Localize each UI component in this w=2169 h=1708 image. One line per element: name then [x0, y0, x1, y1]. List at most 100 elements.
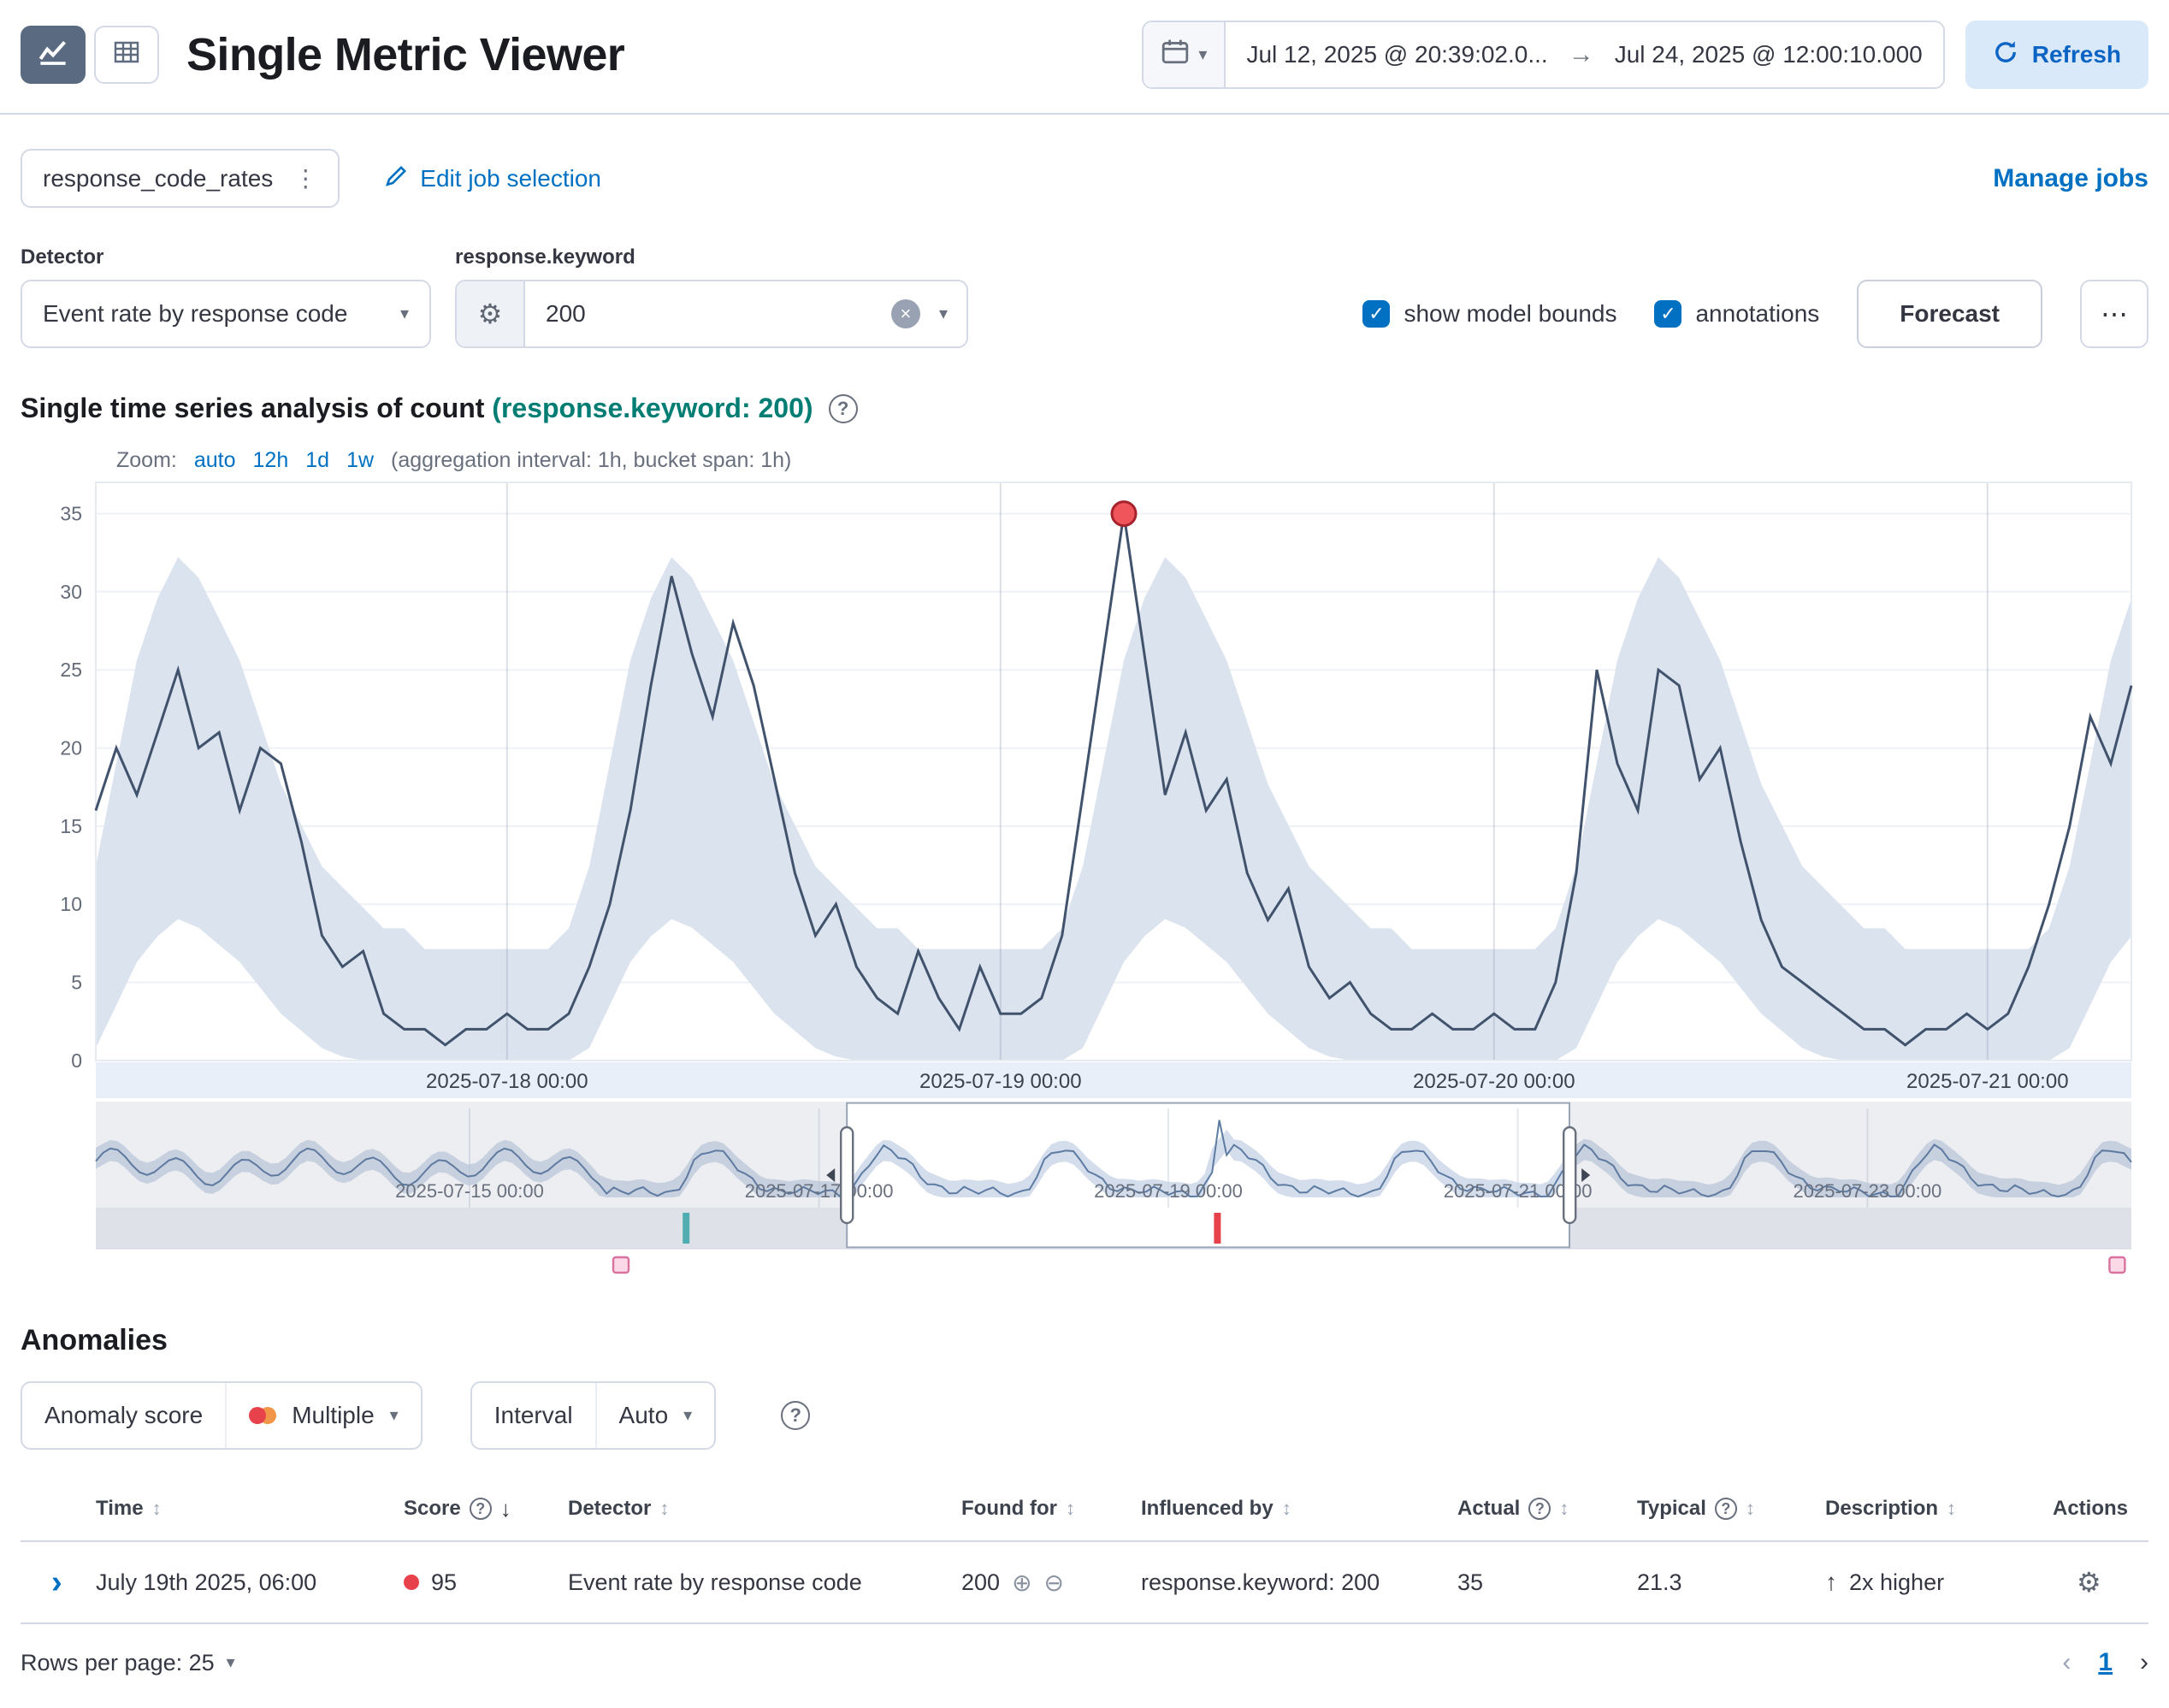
column-header-influenced-by[interactable]: Influenced by ↕ [1141, 1497, 1291, 1520]
svg-text:5: 5 [71, 972, 82, 994]
partition-field-label: response.keyword [455, 245, 635, 269]
interval-select[interactable]: Auto ▾ [597, 1402, 715, 1429]
svg-text:2025-07-23 00:00: 2025-07-23 00:00 [1794, 1180, 1942, 1202]
chart-title-text: Single time series analysis of count [21, 393, 485, 423]
column-header-detector[interactable]: Detector ↕ [568, 1497, 670, 1520]
manage-jobs-link[interactable]: Manage jobs [1993, 163, 2148, 192]
column-header-actual[interactable]: Actual ? ↕ [1457, 1497, 1569, 1520]
svg-text:20: 20 [60, 737, 82, 759]
sort-icon: ↕ [151, 1498, 162, 1519]
clear-selection-icon[interactable]: × [890, 299, 920, 328]
anomaly-score-label: Anomaly score [22, 1383, 228, 1448]
expand-row-button[interactable]: › [34, 1564, 62, 1601]
anomalies-controls: Anomaly score Multiple ▾ Interval Auto ▾… [21, 1381, 2148, 1450]
refresh-icon [1993, 39, 2018, 71]
show-model-bounds-checkbox[interactable]: ✓ show model bounds [1362, 300, 1616, 328]
svg-text:30: 30 [60, 581, 82, 603]
more-options-button[interactable]: ⋯ [2080, 280, 2148, 348]
detector-select-value: Event rate by response code [43, 300, 348, 327]
sort-desc-icon: ↓ [499, 1495, 511, 1522]
interval-select-value: Auto [618, 1402, 669, 1428]
interval-label: Interval [472, 1383, 597, 1448]
timeseries-chart-area: Zoom: auto 12h 1d 1w (aggregation interv… [21, 438, 2148, 1286]
cell-description: ↑ 2x higher [1825, 1569, 1945, 1595]
refresh-button[interactable]: Refresh [1965, 21, 2148, 89]
column-header-typical[interactable]: Typical ? ↕ [1637, 1497, 1755, 1520]
cell-actual: 35 [1457, 1569, 1484, 1595]
zoom-option-12h[interactable]: 12h [252, 448, 289, 472]
svg-text:25: 25 [60, 659, 82, 681]
pencil-icon [384, 163, 408, 193]
selected-job-badge[interactable]: response_code_rates ⋮ [21, 149, 340, 208]
annotations-checkbox[interactable]: ✓ annotations [1654, 300, 1819, 328]
info-icon: ? [1528, 1498, 1551, 1520]
severity-dot-icon [404, 1575, 419, 1590]
svg-text:2025-07-19 00:00: 2025-07-19 00:00 [919, 1070, 1082, 1093]
calendar-dropdown-button[interactable]: ▾ [1144, 22, 1226, 87]
anomalies-heading: Anomalies [21, 1324, 168, 1356]
zoom-option-1w[interactable]: 1w [346, 448, 375, 472]
chevron-down-icon[interactable]: ▾ [938, 304, 948, 323]
context-chart-brush[interactable]: 2025-07-15 00:00 2025-07-17 00:00 2025-07-… [21, 1102, 2148, 1286]
help-icon[interactable]: ? [828, 393, 858, 423]
next-page-button[interactable]: › [2140, 1648, 2148, 1676]
chart-subtitle: (response.keyword: 200) [492, 393, 813, 423]
main-timeseries-chart[interactable]: 0 5 10 15 20 25 30 35 2025-07-18 00:00 2025-07-19… [21, 438, 2148, 1102]
cell-actions: ⚙ [2039, 1566, 2148, 1599]
detector-label: Detector [21, 245, 104, 269]
detector-select[interactable]: Event rate by response code ▾ [21, 280, 431, 348]
filter-out-icon[interactable]: ⊖ [1043, 1569, 1064, 1596]
rows-per-page-label: Rows per page: 25 [21, 1649, 215, 1675]
chart-view-button[interactable] [21, 26, 86, 84]
chart-title: Single time series analysis of count (re… [21, 393, 813, 424]
page-title: Single Metric Viewer [186, 29, 625, 80]
rows-per-page-select[interactable]: Rows per page: 25 ▾ [21, 1650, 235, 1676]
interval-control: Interval Auto ▾ [470, 1381, 717, 1450]
date-range-picker: ▾ Jul 12, 2025 @ 20:39:02.0... → Jul 24,… [1142, 21, 1945, 89]
anomalies-section: Anomalies Anomaly score Multiple ▾ Inter… [21, 1324, 2148, 1708]
severity-multi-icon [249, 1407, 277, 1424]
date-range-arrow-icon: → [1568, 40, 1594, 68]
chevron-down-icon: ▾ [226, 1653, 235, 1672]
zoom-option-auto[interactable]: auto [193, 448, 236, 472]
field-settings-button[interactable]: ⚙ [457, 281, 525, 346]
table-icon [113, 40, 140, 70]
svg-text:2025-07-20 00:00: 2025-07-20 00:00 [1413, 1070, 1575, 1093]
svg-text:15: 15 [60, 815, 82, 837]
page-1-button[interactable]: 1 [2098, 1648, 2113, 1676]
severity-select[interactable]: Multiple ▾ [227, 1402, 421, 1429]
column-header-description[interactable]: Description ↕ [1825, 1497, 1957, 1520]
cell-detector: Event rate by response code [568, 1569, 862, 1595]
row-actions-gear-icon[interactable]: ⚙ [2077, 1567, 2101, 1598]
filter-in-icon[interactable]: ⊕ [1012, 1569, 1032, 1596]
end-date-button[interactable]: Jul 24, 2025 @ 12:00:10.000 [1614, 41, 1923, 68]
previous-page-button[interactable]: ‹ [2062, 1648, 2071, 1676]
job-badge-label: response_code_rates [43, 164, 274, 192]
column-header-time[interactable]: Time ↕ [96, 1497, 162, 1520]
severity-select-value: Multiple [292, 1402, 375, 1428]
svg-text:2025-07-17 00:00: 2025-07-17 00:00 [745, 1180, 894, 1202]
zoom-option-1d[interactable]: 1d [305, 448, 330, 472]
forecast-button[interactable]: Forecast [1857, 280, 2042, 348]
column-header-score[interactable]: Score ? ↓ [404, 1495, 511, 1522]
svg-text:2025-07-15 00:00: 2025-07-15 00:00 [395, 1180, 544, 1202]
view-toggle-group [21, 26, 159, 84]
table-view-button[interactable] [94, 26, 159, 84]
partition-value-input[interactable] [525, 281, 891, 346]
interval-help-icon[interactable]: ? [781, 1401, 811, 1430]
aggregation-info: (aggregation interval: 1h, bucket span: … [391, 448, 792, 472]
zoom-label: Zoom: [116, 448, 177, 472]
cell-typical: 21.3 [1637, 1569, 1682, 1595]
column-header-found-for[interactable]: Found for ↕ [961, 1497, 1075, 1520]
start-date-button[interactable]: Jul 12, 2025 @ 20:39:02.0... [1246, 41, 1548, 68]
edit-job-selection-label: Edit job selection [420, 164, 601, 192]
edit-job-selection-link[interactable]: Edit job selection [384, 163, 601, 193]
refresh-label: Refresh [2031, 41, 2121, 68]
job-selection-row: response_code_rates ⋮ Edit job selection… [21, 149, 2148, 208]
table-row: › July 19th 2025, 06:00 95 Event rate by… [21, 1542, 2148, 1624]
svg-text:35: 35 [60, 503, 82, 525]
cell-score: 95 [390, 1569, 554, 1596]
chevron-down-icon: ▾ [683, 1406, 693, 1425]
top-bar: Single Metric Viewer ▾ Jul 12, 2025 @ 20… [21, 0, 2148, 103]
